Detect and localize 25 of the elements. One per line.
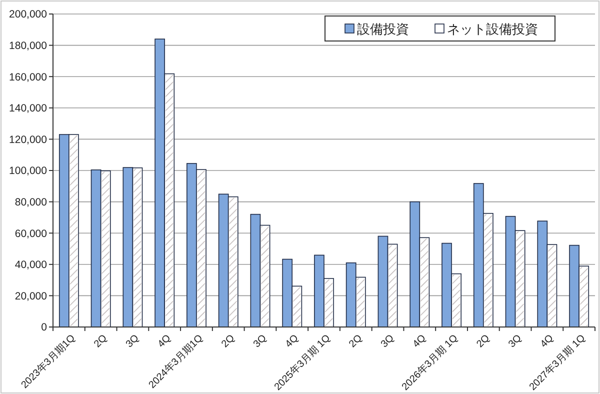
x-tick-label: 2Q <box>347 332 365 350</box>
legend-label: ネット設備投資 <box>447 22 538 37</box>
x-tick-label: 4Q <box>156 332 174 350</box>
legend-label: 設備投資 <box>357 22 409 37</box>
x-tick-label: 3Q <box>252 332 269 350</box>
x-tick-label: 3Q <box>379 332 397 350</box>
x-tick-label: 2Q <box>220 332 238 350</box>
y-tick-label: 140,000 <box>9 102 48 115</box>
x-tick-label: 4Q <box>284 332 301 350</box>
y-tick-label: 120,000 <box>9 134 48 146</box>
x-tick-label: 2Q <box>474 332 492 350</box>
y-tick-label: 20,000 <box>14 290 48 302</box>
y-tick-label: 40,000 <box>14 259 48 272</box>
x-tick-label: 4Q <box>538 332 556 350</box>
y-tick-label: 160,000 <box>9 71 48 84</box>
y-tick-label: 60,000 <box>14 228 48 240</box>
x-tick-label: 4Q <box>411 332 428 350</box>
x-tick-label: 2Q <box>92 332 110 350</box>
y-tick-label: 80,000 <box>14 196 48 208</box>
y-tick-label: 200,000 <box>9 8 48 21</box>
y-tick-label: 100,000 <box>9 165 48 178</box>
x-tick-label: 3Q <box>124 332 142 350</box>
y-tick-label: 180,000 <box>9 40 48 52</box>
y-tick-label: 0 <box>41 322 48 334</box>
x-tick-label: 3Q <box>506 332 524 350</box>
